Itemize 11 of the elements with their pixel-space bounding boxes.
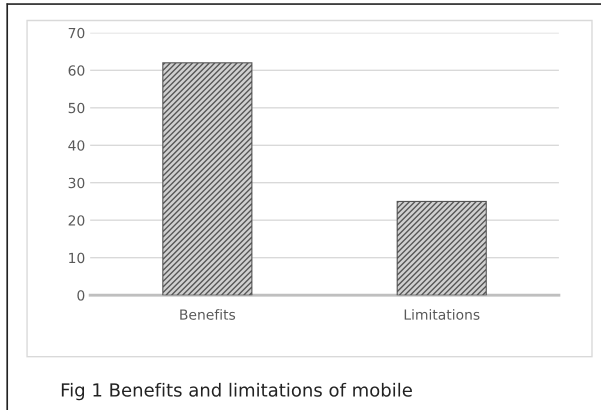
y-tick-label: 40 (68, 140, 84, 151)
x-tick-label: Limitations (404, 309, 480, 320)
y-tick-label: 50 (68, 102, 84, 114)
x-tick-label: Benefits (180, 309, 236, 320)
y-tick-label: 10 (69, 252, 84, 264)
y-tick-label: 20 (68, 215, 84, 226)
y-tick-label: 0 (77, 290, 84, 301)
y-tick-label: 70 (68, 28, 84, 38)
y-tick-label: 60 (68, 65, 84, 76)
y-tick-label: 30 (68, 178, 84, 188)
caption: Fig 1 Benefits and limitations of mobile (62, 382, 412, 400)
